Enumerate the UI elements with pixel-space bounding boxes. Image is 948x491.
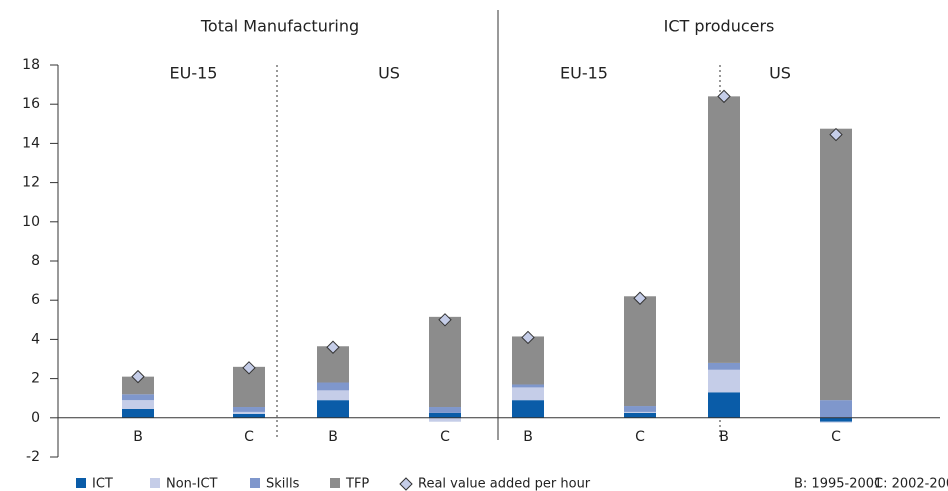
marker (717, 89, 731, 104)
x-tick-label: B (719, 429, 729, 445)
bar-segment (122, 376, 154, 395)
bar-segment (820, 421, 852, 423)
x-tick-label: B (523, 429, 533, 445)
x-tick-label: C (831, 429, 841, 445)
group-label: Total Manufacturing (200, 17, 359, 36)
subgroup-label: EU-15 (560, 64, 608, 83)
bar-segment (512, 336, 544, 385)
legend-swatch (150, 478, 160, 488)
bar-segment (429, 316, 461, 408)
y-tick-label: 6 (31, 292, 40, 308)
bar-segment (233, 413, 265, 418)
legend-swatch (76, 478, 86, 488)
bar-segment (624, 296, 656, 407)
note: B: 1995-2001 (794, 477, 882, 491)
bar-segment (317, 400, 349, 418)
x-tick-label: C (635, 429, 645, 445)
subgroup-label: US (769, 64, 791, 83)
bar-segment (512, 387, 544, 401)
y-tick-label: 12 (22, 175, 40, 191)
subgroup-label: EU-15 (170, 64, 218, 83)
marker (633, 291, 647, 305)
marker (326, 340, 340, 354)
bar-segment (317, 390, 349, 401)
legend-label: Skills (266, 477, 300, 491)
marker (521, 330, 535, 345)
marker (829, 127, 843, 142)
y-tick-label: 14 (22, 135, 40, 151)
legend-label: Real value added per hour (418, 477, 591, 491)
bar-segment (233, 407, 265, 412)
bar-segment (122, 400, 154, 409)
bar-segment (820, 128, 852, 401)
y-tick-label: 16 (22, 96, 40, 112)
y-tick-label: 0 (31, 410, 40, 426)
bar-segment (429, 417, 461, 422)
bar-segment (624, 406, 656, 412)
marker (131, 369, 145, 384)
y-tick-label: -2 (26, 449, 40, 465)
subgroup-label: US (378, 64, 400, 83)
bar-segment (429, 412, 461, 418)
legend-label: TFP (345, 477, 369, 491)
group-label: ICT producers (664, 17, 775, 36)
y-tick-label: 8 (31, 253, 40, 269)
marker (438, 313, 452, 327)
bar-segment (708, 369, 740, 393)
bar-segment (708, 392, 740, 418)
x-tick-label: B (328, 429, 338, 445)
x-tick-label: C (440, 429, 450, 445)
x-tick-label: C (244, 429, 254, 445)
marker (242, 361, 256, 375)
legend-label: ICT (92, 477, 113, 491)
y-tick-label: 4 (31, 331, 40, 347)
bar-segment (512, 400, 544, 418)
legend-swatch (330, 478, 340, 488)
legend-swatch (250, 478, 260, 488)
bar-segment (429, 407, 461, 413)
bar-segment (512, 384, 544, 388)
x-tick-label: B (133, 429, 143, 445)
bar-segment (708, 362, 740, 370)
note: C: 2002-2007 (874, 477, 948, 491)
legend-marker (399, 477, 413, 491)
y-tick-label: 2 (31, 371, 40, 387)
y-tick-label: 18 (22, 57, 40, 73)
bar-segment (317, 382, 349, 391)
bar-segment (624, 411, 656, 413)
bar-segment (820, 417, 852, 422)
legend-label: Non-ICT (166, 477, 218, 491)
bar-segment (820, 400, 852, 418)
y-tick-label: 10 (22, 214, 40, 230)
bar-segment (708, 96, 740, 363)
bar-segment (122, 394, 154, 401)
bar-segment (233, 411, 265, 414)
bar-segment (624, 412, 656, 418)
bar-segment (122, 408, 154, 418)
